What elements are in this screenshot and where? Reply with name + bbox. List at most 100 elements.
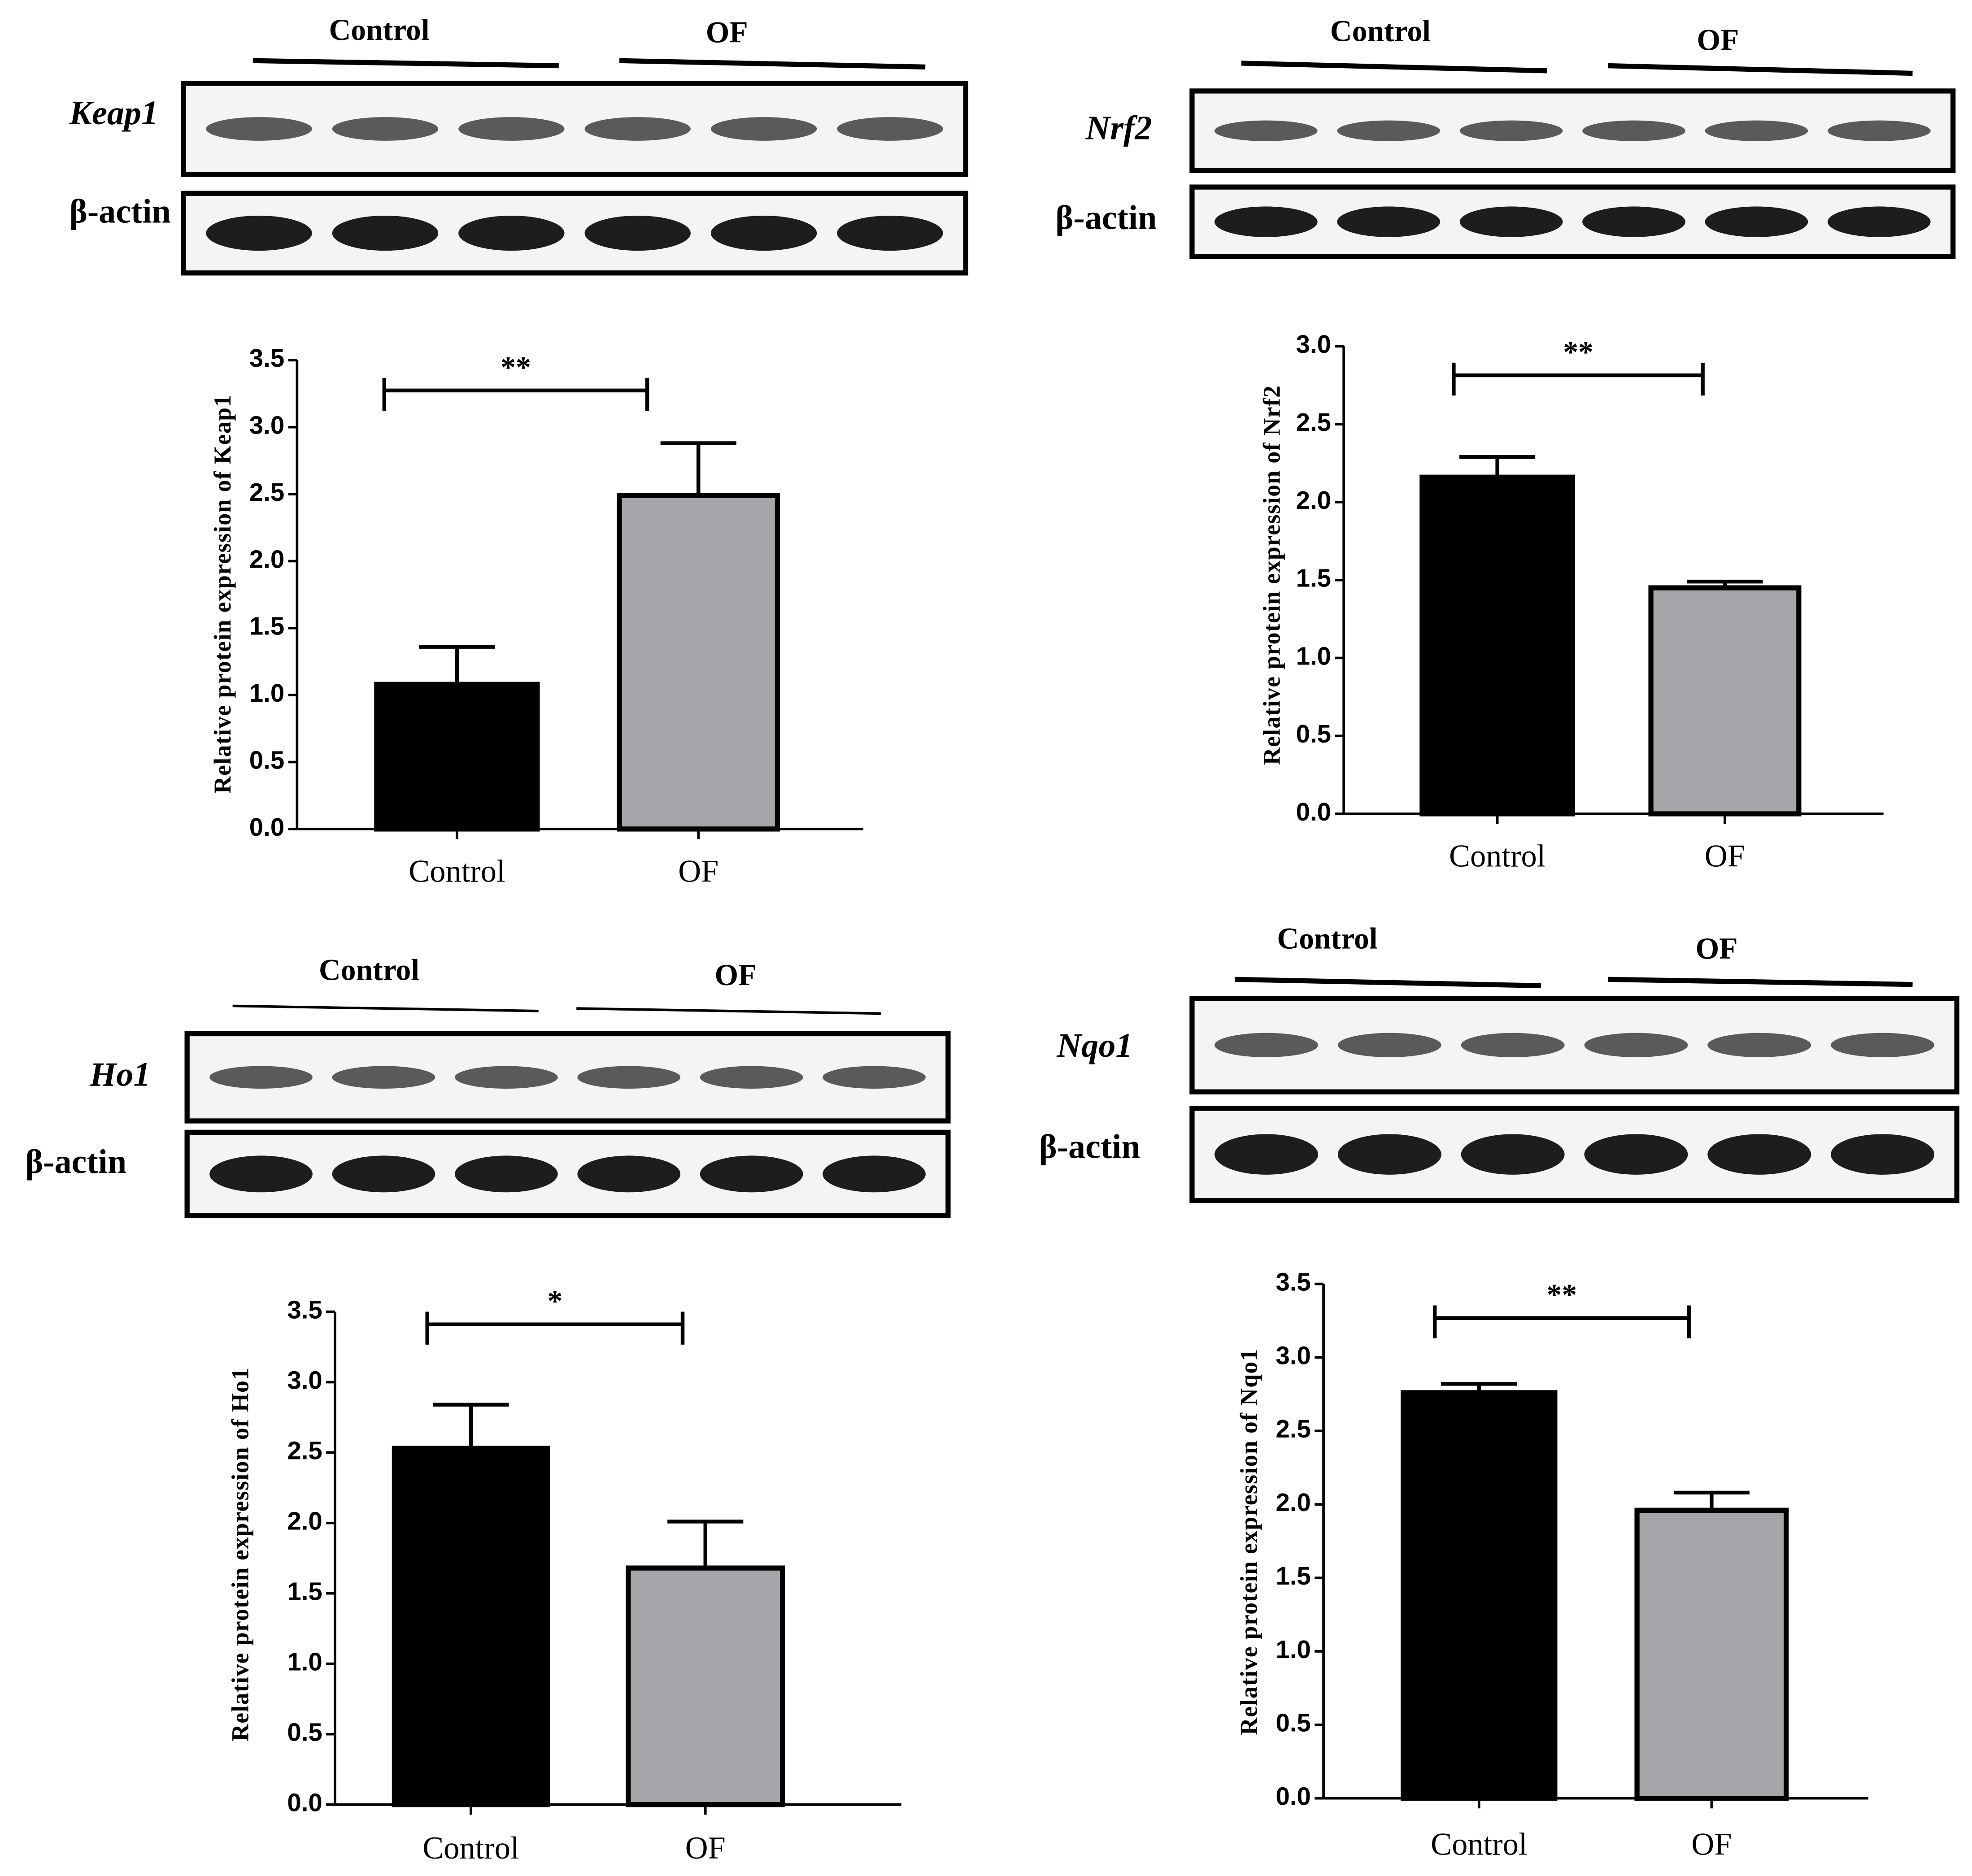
blot-group-line [232, 1004, 539, 1012]
bar [1648, 585, 1802, 816]
y-tick-label: 0.0 [1276, 1782, 1311, 1811]
blot-group-label: Control [1277, 921, 1377, 955]
x-tick-label: Control [409, 854, 505, 889]
x-tick-label: OF [678, 854, 718, 889]
blot-band [700, 1155, 803, 1193]
blot-group-label: OF [1696, 932, 1738, 965]
blot-band [1459, 120, 1563, 141]
blot-band [710, 215, 817, 251]
blot-band [1707, 1033, 1811, 1057]
blot-band [837, 117, 943, 141]
blot-group-label: OF [714, 958, 757, 992]
blot-band [823, 1155, 926, 1193]
y-tick-label: 0.0 [287, 1789, 322, 1817]
y-axis-label: Relative protein expression of Nqo1 [1236, 1348, 1262, 1735]
y-axis-label: Relative protein expression of Keap1 [209, 394, 236, 794]
blot-band [1215, 1033, 1318, 1057]
blot-frame [184, 1031, 951, 1124]
blot-band [332, 1066, 435, 1089]
blot-band [1214, 206, 1318, 237]
x-tick-label: OF [1705, 839, 1745, 874]
blot-frame [184, 1129, 951, 1218]
blot-group-label: Control [319, 953, 419, 987]
x-tick-label: OF [685, 1831, 726, 1866]
bar [617, 493, 780, 832]
y-tick-label: 1.5 [287, 1577, 322, 1606]
significance-bracket [1432, 1305, 1691, 1338]
blot-band [1337, 120, 1441, 141]
blot-band [1337, 1134, 1441, 1175]
significance-bracket [425, 1311, 685, 1345]
y-axis-label: Relative protein expression of Nrf2 [1258, 385, 1285, 765]
y-tick-label: 2.0 [1296, 486, 1331, 514]
blot-frame [181, 191, 969, 276]
y-tick-label: 2.0 [249, 545, 284, 573]
y-tick-label: 1.0 [249, 679, 284, 707]
blot-band [1705, 206, 1808, 237]
blot-group-label: Control [329, 13, 429, 47]
y-tick-label: 0.0 [1296, 798, 1331, 826]
blot-frame [1189, 1106, 1959, 1203]
y-tick-label: 3.0 [287, 1366, 322, 1394]
y-tick-label: 2.0 [287, 1507, 322, 1535]
blot-band [1828, 206, 1931, 237]
blot-band [1337, 206, 1441, 237]
blot-protein-label: Ho1 [89, 1056, 150, 1094]
blot-frame [1189, 184, 1956, 259]
significance-label: ** [501, 350, 531, 384]
blot-protein-label: Nqo1 [1056, 1027, 1132, 1064]
blot-band [584, 215, 691, 251]
y-tick-label: 2.0 [1276, 1488, 1311, 1516]
blot-band [1831, 1033, 1935, 1057]
blot-loading-label: β-actin [70, 193, 171, 230]
y-tick-label: 1.5 [249, 612, 284, 640]
blot-group-line [1241, 61, 1548, 74]
y-tick-label: 3.0 [1296, 330, 1331, 358]
y-tick-label: 0.5 [1276, 1709, 1311, 1737]
y-tick-label: 3.0 [1276, 1341, 1311, 1369]
blot-band [209, 1155, 313, 1193]
blot-protein-label: Keap1 [69, 94, 158, 132]
blot-group-line [1608, 977, 1913, 987]
blot-band [1707, 1134, 1811, 1175]
bar [626, 1565, 785, 1807]
blot-frame [181, 81, 969, 177]
y-tick-label: 3.5 [1276, 1268, 1311, 1296]
bar [392, 1446, 550, 1807]
blot-loading-label: β-actin [25, 1143, 126, 1181]
bar [374, 682, 540, 832]
blot-band [455, 1155, 558, 1193]
x-tick-label: Control [422, 1831, 519, 1866]
bar [1419, 474, 1575, 816]
blot-group-line [1235, 977, 1541, 989]
y-tick-label: 2.5 [1296, 408, 1331, 436]
blot-band [1459, 206, 1563, 237]
blot-band [577, 1155, 681, 1193]
blot-group-label: OF [1697, 23, 1739, 56]
significance-label: ** [1547, 1278, 1577, 1311]
blot-band [1461, 1033, 1565, 1057]
blot-band [584, 117, 691, 141]
y-tick-label: 2.5 [249, 478, 284, 506]
blot-band [1582, 206, 1685, 237]
y-tick-label: 1.0 [287, 1648, 322, 1676]
blot-band [209, 1066, 313, 1089]
bar [1634, 1507, 1789, 1801]
blot-band [458, 117, 565, 141]
y-tick-label: 0.5 [249, 746, 284, 774]
blot-band [1584, 1033, 1688, 1057]
blot-band [577, 1066, 681, 1089]
y-tick-label: 3.5 [249, 344, 284, 372]
blot-group-line [252, 58, 559, 69]
blot-band [1584, 1134, 1688, 1175]
y-tick-label: 3.5 [287, 1295, 322, 1324]
blot-protein-label: Nrf2 [1085, 109, 1152, 147]
blot-band [1214, 120, 1318, 141]
blot-frame [1189, 88, 1956, 174]
significance-label: * [547, 1284, 562, 1318]
y-tick-label: 1.0 [1296, 642, 1331, 670]
blot-band [332, 1155, 435, 1193]
blot-group-line [619, 58, 926, 70]
blot-band [823, 1066, 926, 1089]
